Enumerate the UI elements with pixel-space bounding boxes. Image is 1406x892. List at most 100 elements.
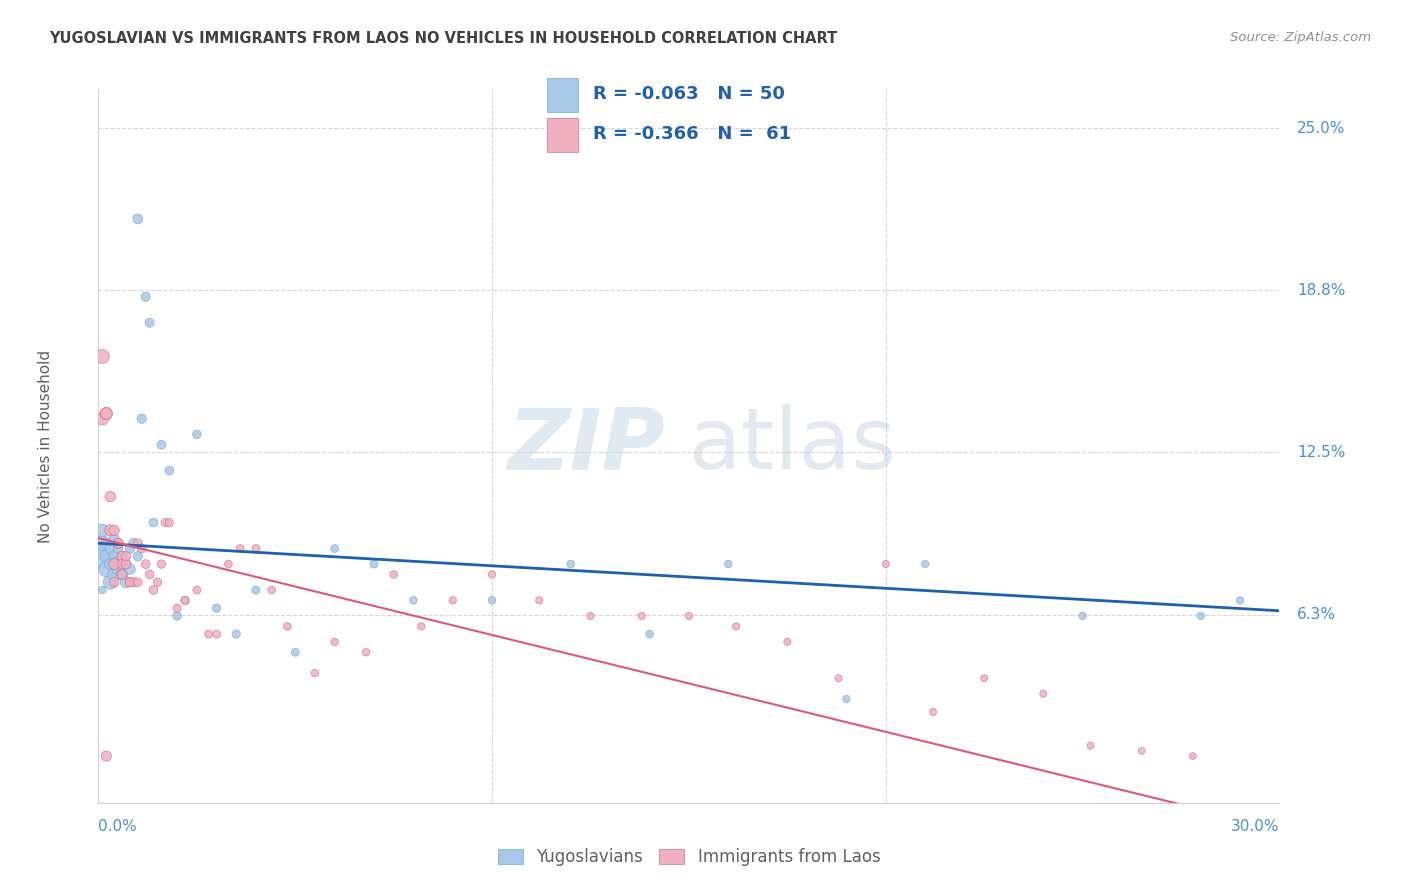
Text: 6.3%: 6.3% — [1298, 607, 1336, 622]
Point — [107, 554, 129, 568]
Point — [118, 541, 141, 556]
Point — [174, 593, 197, 607]
Point — [150, 557, 173, 571]
Bar — [547, 118, 578, 152]
Point — [725, 619, 748, 633]
Point — [260, 582, 283, 597]
Point — [150, 438, 173, 452]
Point — [166, 601, 188, 615]
Point — [96, 536, 118, 550]
Point — [103, 567, 125, 582]
Point — [245, 582, 267, 597]
Point — [323, 635, 346, 649]
Point — [115, 575, 138, 590]
Bar — [547, 78, 578, 112]
Point — [245, 541, 267, 556]
Point — [142, 582, 165, 597]
Point — [174, 593, 197, 607]
Point — [973, 671, 995, 685]
Point — [382, 567, 405, 582]
Point — [229, 541, 252, 556]
Point — [98, 541, 121, 556]
Text: atlas: atlas — [689, 404, 897, 488]
Point — [1071, 609, 1094, 624]
Point — [363, 557, 385, 571]
Point — [118, 575, 141, 590]
Point — [98, 557, 121, 571]
Point — [96, 407, 118, 421]
Point — [138, 316, 160, 330]
Point — [127, 549, 149, 564]
Point — [91, 536, 114, 550]
Point — [225, 627, 247, 641]
Point — [98, 524, 121, 538]
Point — [402, 593, 425, 607]
Point — [111, 549, 134, 564]
Point — [157, 516, 180, 530]
Point — [91, 582, 114, 597]
Text: 30.0%: 30.0% — [1232, 820, 1279, 834]
Point — [127, 536, 149, 550]
Point — [115, 549, 138, 564]
Text: No Vehicles in Household: No Vehicles in Household — [38, 350, 53, 542]
Point — [157, 464, 180, 478]
Point — [107, 536, 129, 550]
Point — [304, 666, 326, 681]
Point — [638, 627, 661, 641]
Point — [914, 557, 936, 571]
Point — [111, 567, 134, 582]
Point — [103, 524, 125, 538]
Text: Source: ZipAtlas.com: Source: ZipAtlas.com — [1230, 31, 1371, 45]
Point — [91, 350, 114, 364]
Point — [217, 557, 239, 571]
Point — [717, 557, 740, 571]
Point — [122, 536, 145, 550]
Point — [122, 575, 145, 590]
Text: R = -0.366   N =  61: R = -0.366 N = 61 — [593, 125, 792, 144]
Point — [1080, 739, 1102, 753]
Point — [205, 627, 228, 641]
Point — [186, 427, 208, 442]
Text: 12.5%: 12.5% — [1298, 445, 1346, 460]
Point — [529, 593, 551, 607]
Point — [103, 557, 125, 571]
Point — [111, 549, 134, 564]
Point — [103, 575, 125, 590]
Point — [115, 557, 138, 571]
Point — [146, 575, 169, 590]
Point — [354, 645, 377, 659]
Point — [131, 541, 153, 556]
Point — [135, 557, 157, 571]
Point — [875, 557, 897, 571]
Point — [138, 567, 160, 582]
Point — [205, 601, 228, 615]
Point — [107, 562, 129, 576]
Point — [91, 524, 114, 538]
Point — [166, 609, 188, 624]
Text: R = -0.063   N = 50: R = -0.063 N = 50 — [593, 85, 785, 103]
Point — [91, 411, 114, 425]
Point — [131, 411, 153, 425]
Text: ZIP: ZIP — [508, 404, 665, 488]
Point — [98, 575, 121, 590]
Point — [411, 619, 433, 633]
Point — [678, 609, 700, 624]
Point — [481, 567, 503, 582]
Point — [284, 645, 307, 659]
Point — [96, 749, 118, 764]
Point — [96, 549, 118, 564]
Point — [922, 705, 945, 719]
Point — [107, 536, 129, 550]
Text: 18.8%: 18.8% — [1298, 283, 1346, 298]
Point — [111, 567, 134, 582]
Point — [115, 557, 138, 571]
Point — [103, 531, 125, 545]
Point — [630, 609, 652, 624]
Point — [142, 516, 165, 530]
Point — [776, 635, 799, 649]
Point — [127, 211, 149, 226]
Point — [323, 541, 346, 556]
Point — [91, 549, 114, 564]
Point — [96, 407, 118, 421]
Point — [1189, 609, 1212, 624]
